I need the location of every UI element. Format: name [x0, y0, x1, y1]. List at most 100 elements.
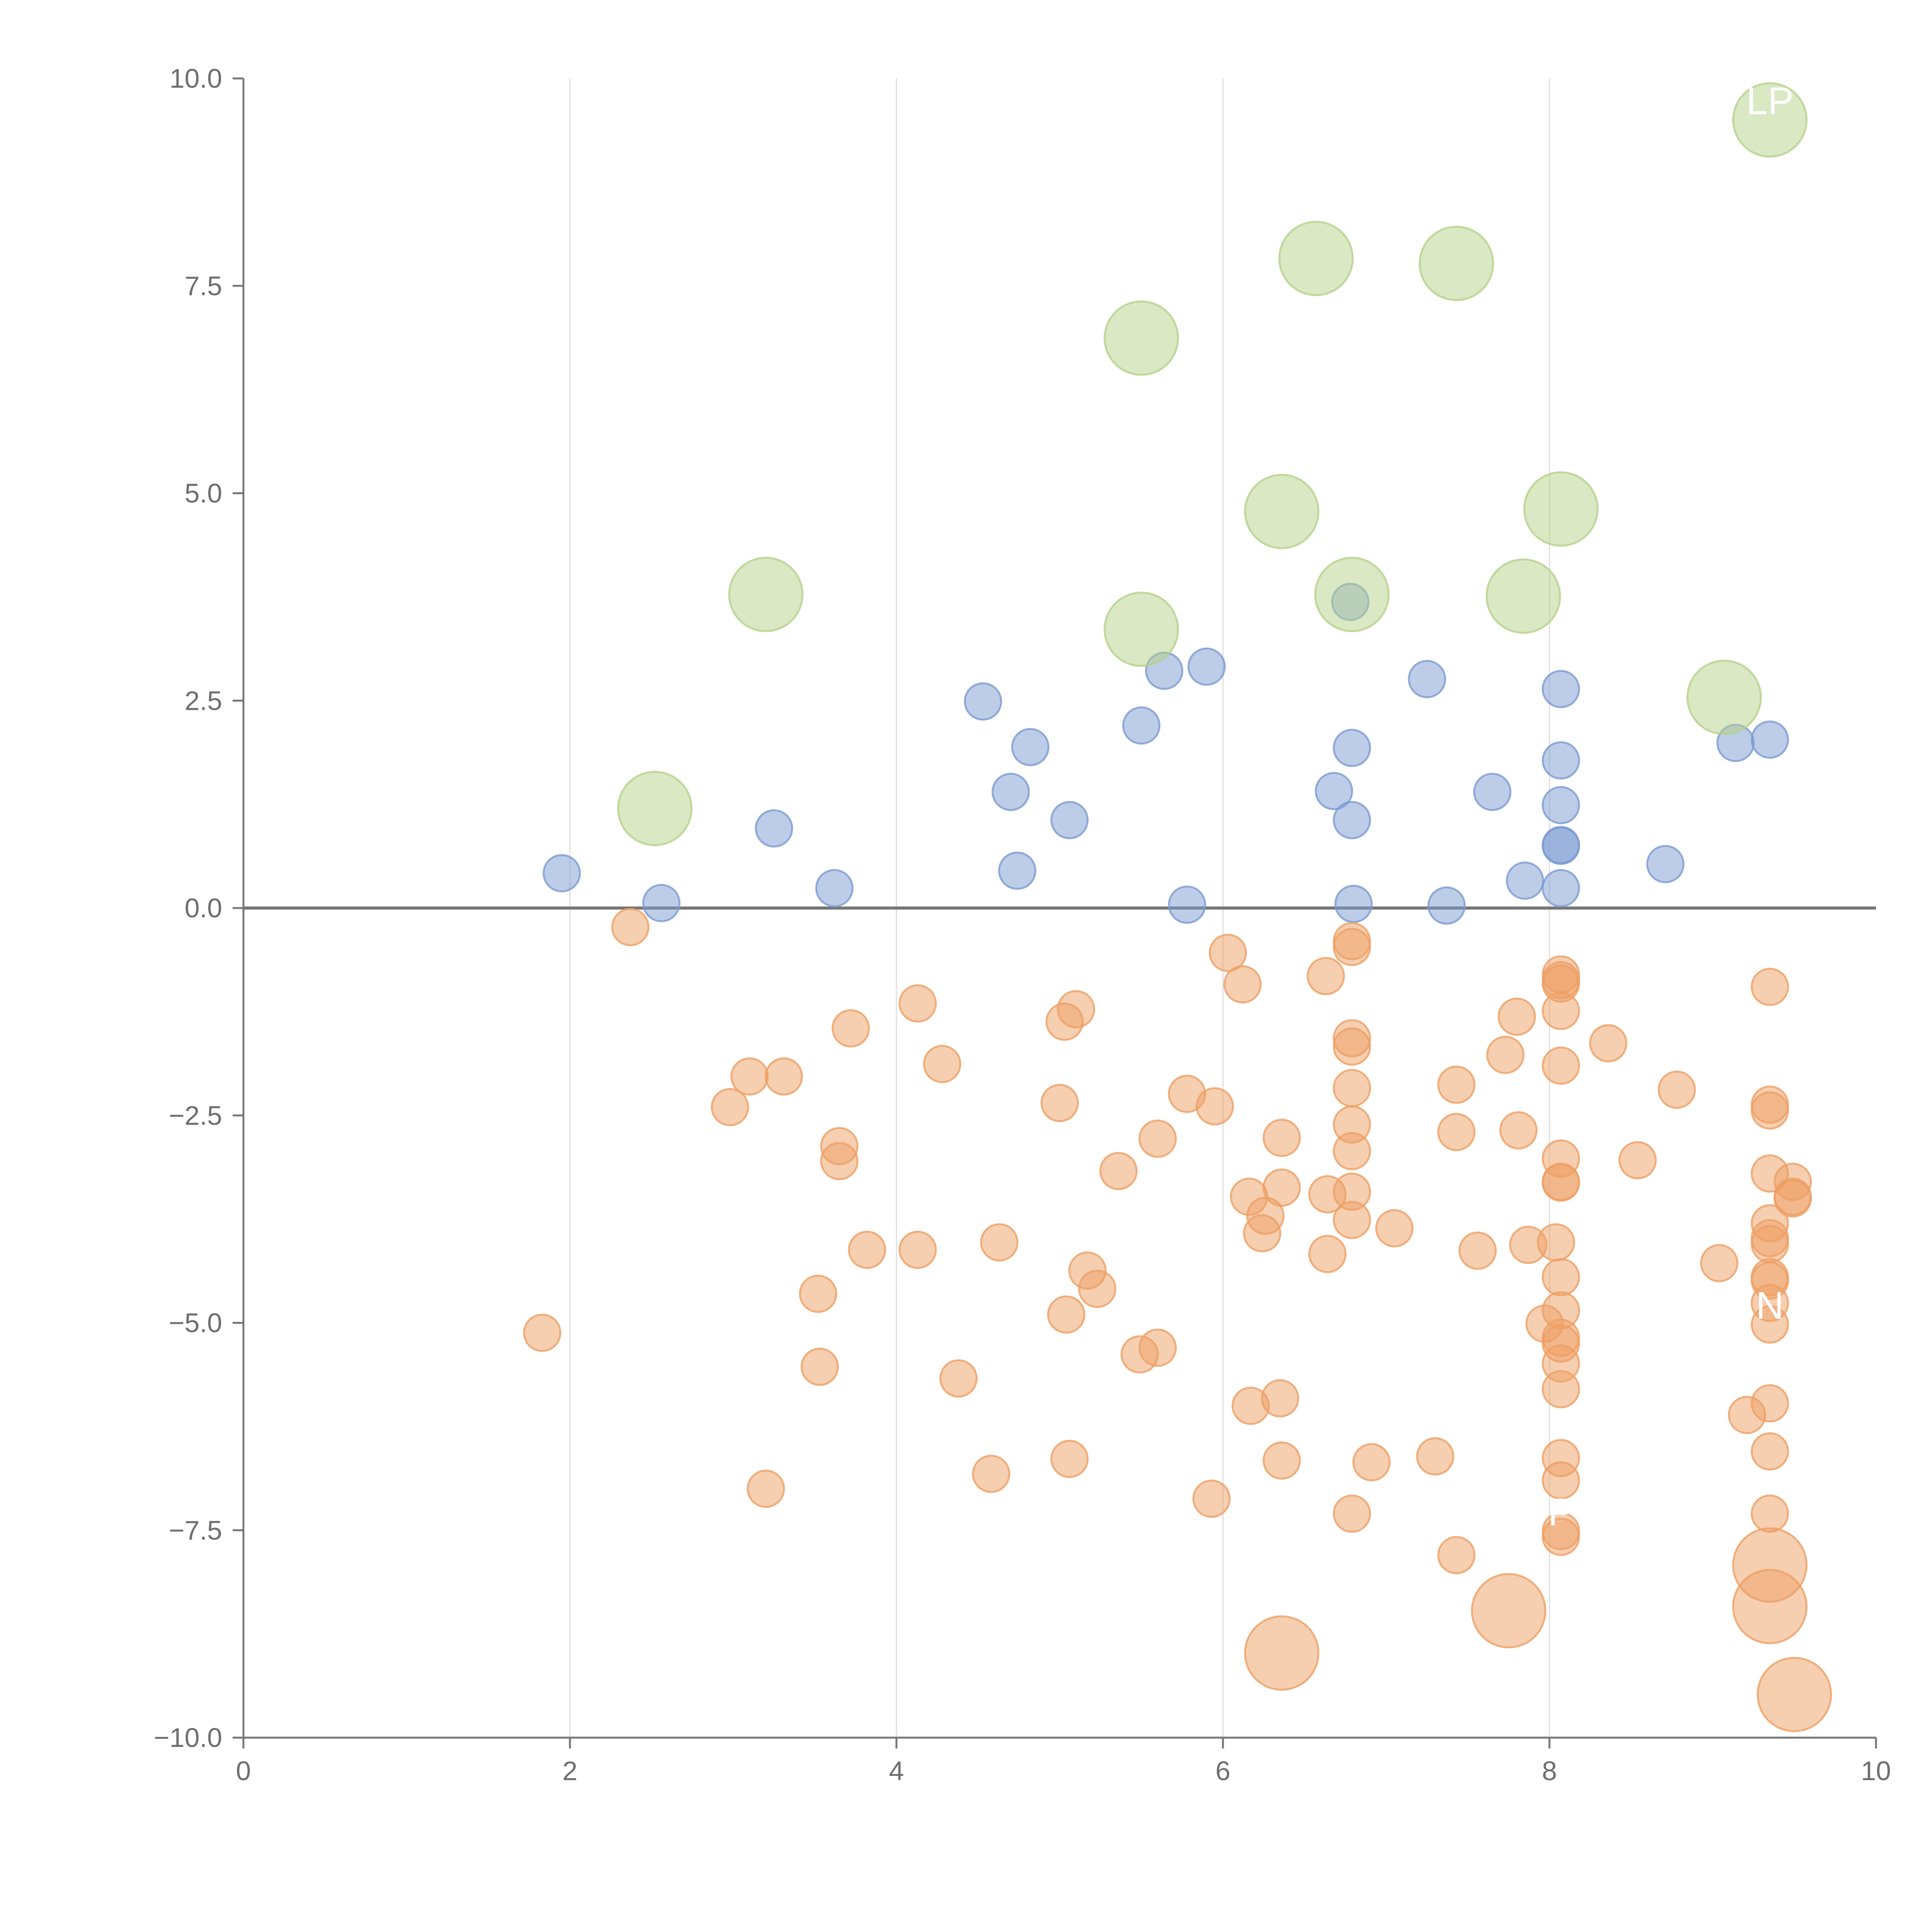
point-positive-9[interactable]	[1122, 706, 1161, 745]
point-highlighted-positive-1[interactable]	[728, 556, 804, 632]
point-negative-103[interactable]	[1750, 1432, 1789, 1471]
point-negative-18[interactable]	[1041, 1084, 1079, 1122]
point-negative-93[interactable]	[1750, 1091, 1789, 1130]
point-negative-62[interactable]	[1486, 1036, 1525, 1074]
point-negative-40[interactable]	[1262, 1168, 1301, 1207]
point-positive-19[interactable]	[1427, 886, 1466, 925]
point-negative-104[interactable]	[1750, 1494, 1789, 1533]
point-highlighted-positive-9[interactable]	[1523, 471, 1599, 547]
point-negative-56[interactable]	[1375, 1209, 1414, 1248]
point-positive-18[interactable]	[1408, 660, 1446, 698]
point-positive-7[interactable]	[1011, 728, 1049, 766]
point-negative-89[interactable]	[1700, 1244, 1738, 1282]
point-negative-0[interactable]	[523, 1313, 561, 1352]
point-positive-4[interactable]	[964, 682, 1002, 721]
point-negative-37[interactable]	[1246, 1197, 1285, 1235]
point-positive-8[interactable]	[1050, 801, 1089, 839]
point-highlighted-negative-3[interactable]	[1732, 1569, 1808, 1645]
point-positive-15[interactable]	[1333, 729, 1371, 767]
point-highlighted-positive-3[interactable]	[1104, 592, 1179, 667]
point-positive-6[interactable]	[998, 851, 1037, 890]
point-negative-57[interactable]	[1416, 1437, 1454, 1476]
point-positive-0[interactable]	[543, 854, 581, 893]
point-negative-46[interactable]	[1333, 928, 1371, 966]
point-highlighted-positive-5[interactable]	[1278, 221, 1354, 296]
point-positive-17[interactable]	[1334, 884, 1373, 923]
point-highlighted-negative-4[interactable]	[1757, 1656, 1832, 1732]
point-negative-58[interactable]	[1437, 1065, 1476, 1104]
point-positive-26[interactable]	[1542, 827, 1580, 865]
point-negative-61[interactable]	[1458, 1231, 1497, 1270]
point-negative-101[interactable]	[1750, 1305, 1789, 1344]
point-positive-3[interactable]	[815, 869, 854, 907]
point-negative-14[interactable]	[923, 1045, 961, 1083]
point-negative-44[interactable]	[1308, 1235, 1347, 1273]
point-negative-6[interactable]	[799, 1274, 837, 1313]
point-highlighted-positive-10[interactable]	[1686, 660, 1762, 735]
point-negative-76[interactable]	[1542, 1258, 1580, 1296]
point-negative-102[interactable]	[1750, 1384, 1789, 1423]
point-negative-72[interactable]	[1542, 1046, 1580, 1085]
point-positive-11[interactable]	[1168, 885, 1206, 924]
point-negative-21[interactable]	[1050, 1440, 1089, 1478]
point-negative-51[interactable]	[1333, 1132, 1371, 1170]
point-negative-28[interactable]	[1138, 1328, 1177, 1367]
point-negative-25[interactable]	[1099, 1152, 1138, 1190]
point-negative-86[interactable]	[1589, 1024, 1628, 1063]
point-negative-2[interactable]	[711, 1088, 749, 1126]
point-positive-27[interactable]	[1542, 869, 1580, 907]
point-highlighted-positive-4[interactable]	[1244, 474, 1320, 549]
point-positive-22[interactable]	[1542, 670, 1580, 708]
point-negative-91[interactable]	[1750, 968, 1789, 1006]
point-negative-22[interactable]	[1057, 990, 1095, 1029]
point-negative-9[interactable]	[820, 1142, 859, 1180]
point-positive-16[interactable]	[1333, 801, 1371, 839]
point-negative-20[interactable]	[1047, 1295, 1085, 1334]
point-negative-64[interactable]	[1499, 1111, 1538, 1150]
point-positive-30[interactable]	[1750, 720, 1789, 759]
point-highlighted-positive-0[interactable]	[617, 770, 693, 846]
point-highlighted-positive-11[interactable]	[1732, 82, 1808, 158]
point-negative-75[interactable]	[1542, 1163, 1580, 1202]
point-negative-60[interactable]	[1437, 1536, 1476, 1575]
point-highlighted-positive-2[interactable]	[1104, 300, 1179, 376]
point-highlighted-positive-8[interactable]	[1485, 558, 1561, 634]
point-negative-33[interactable]	[1223, 965, 1262, 1004]
point-negative-53[interactable]	[1333, 1201, 1371, 1239]
point-positive-20[interactable]	[1473, 772, 1512, 811]
point-negative-54[interactable]	[1333, 1494, 1371, 1533]
point-negative-85[interactable]	[1542, 1517, 1580, 1556]
point-negative-17[interactable]	[980, 1223, 1019, 1262]
point-positive-12[interactable]	[1187, 647, 1226, 686]
point-positive-21[interactable]	[1506, 861, 1544, 900]
point-positive-2[interactable]	[755, 809, 793, 848]
point-negative-59[interactable]	[1437, 1113, 1476, 1151]
point-negative-10[interactable]	[832, 1009, 870, 1048]
point-positive-23[interactable]	[1542, 741, 1580, 780]
point-negative-4[interactable]	[747, 1469, 785, 1508]
point-negative-48[interactable]	[1333, 1027, 1371, 1066]
point-negative-16[interactable]	[972, 1454, 1010, 1493]
point-negative-13[interactable]	[898, 1231, 937, 1269]
point-highlighted-positive-6[interactable]	[1314, 556, 1390, 632]
point-negative-24[interactable]	[1078, 1269, 1117, 1308]
point-negative-39[interactable]	[1262, 1119, 1301, 1157]
point-negative-42[interactable]	[1306, 957, 1345, 995]
point-negative-107[interactable]	[1774, 1179, 1812, 1218]
point-negative-15[interactable]	[939, 1359, 978, 1398]
point-negative-41[interactable]	[1262, 1441, 1301, 1480]
point-positive-24[interactable]	[1542, 786, 1580, 825]
point-positive-5[interactable]	[992, 772, 1030, 811]
point-positive-1[interactable]	[642, 884, 681, 922]
point-negative-12[interactable]	[898, 984, 937, 1023]
point-negative-31[interactable]	[1196, 1087, 1234, 1126]
point-negative-30[interactable]	[1192, 1480, 1231, 1518]
point-negative-63[interactable]	[1498, 997, 1536, 1036]
point-highlighted-negative-0[interactable]	[1244, 1615, 1320, 1691]
point-negative-1[interactable]	[611, 908, 650, 946]
point-negative-32[interactable]	[1209, 934, 1247, 972]
point-negative-27[interactable]	[1138, 1119, 1177, 1158]
point-negative-97[interactable]	[1750, 1225, 1789, 1264]
point-negative-5[interactable]	[764, 1057, 803, 1096]
point-negative-11[interactable]	[848, 1231, 886, 1269]
